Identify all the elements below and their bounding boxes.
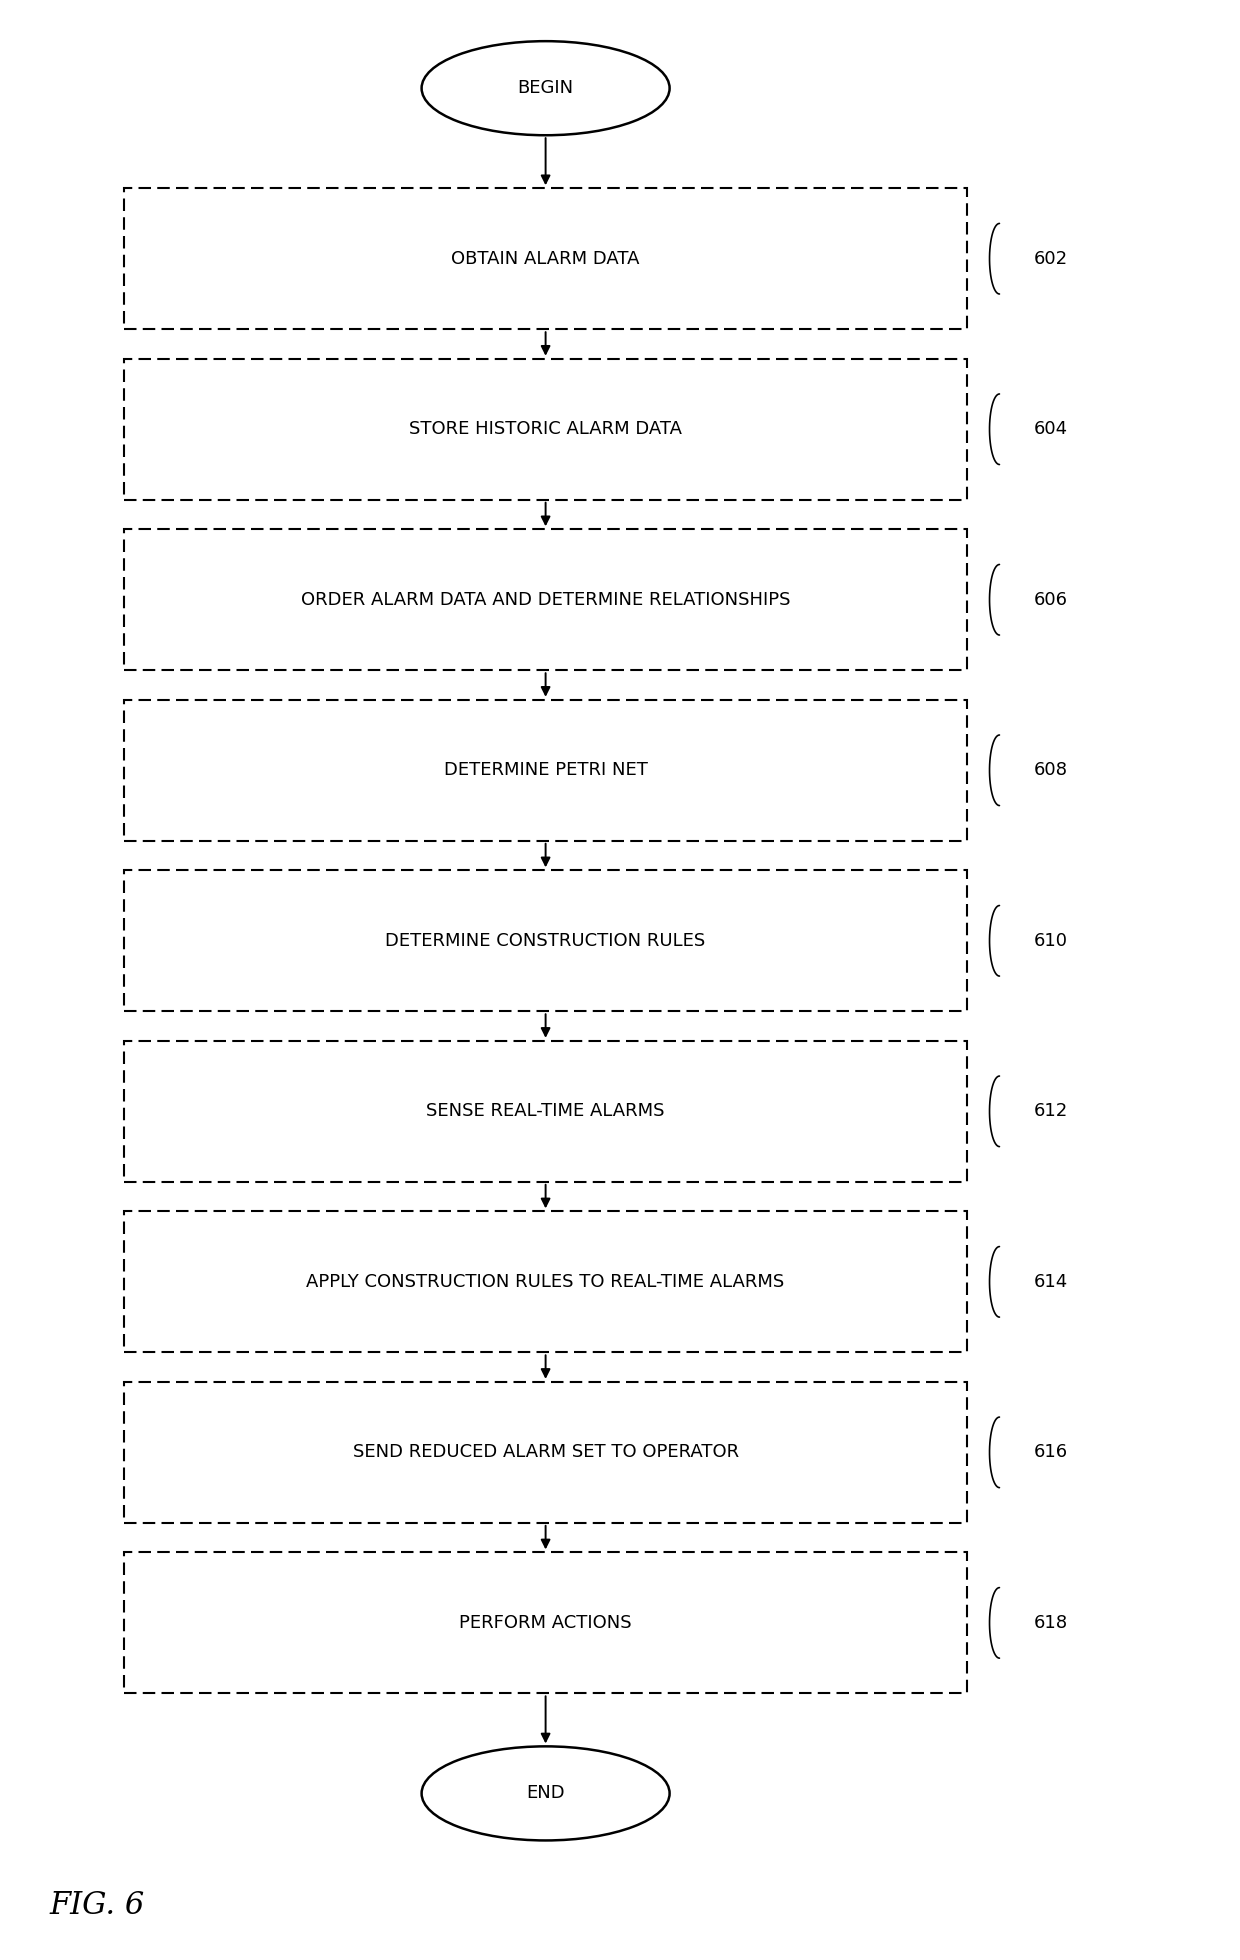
Text: DETERMINE CONSTRUCTION RULES: DETERMINE CONSTRUCTION RULES: [386, 931, 706, 951]
Text: OBTAIN ALARM DATA: OBTAIN ALARM DATA: [451, 249, 640, 269]
FancyBboxPatch shape: [124, 529, 967, 670]
Text: 602: 602: [1034, 249, 1069, 269]
FancyBboxPatch shape: [124, 1382, 967, 1523]
FancyBboxPatch shape: [124, 870, 967, 1011]
Ellipse shape: [422, 1746, 670, 1840]
Text: 606: 606: [1034, 590, 1068, 610]
Text: ORDER ALARM DATA AND DETERMINE RELATIONSHIPS: ORDER ALARM DATA AND DETERMINE RELATIONS…: [301, 590, 790, 610]
Text: FIG. 6: FIG. 6: [50, 1889, 145, 1921]
Text: END: END: [526, 1784, 565, 1803]
Text: 604: 604: [1034, 419, 1069, 439]
Text: 610: 610: [1034, 931, 1068, 951]
Text: PERFORM ACTIONS: PERFORM ACTIONS: [459, 1613, 632, 1633]
Text: 608: 608: [1034, 760, 1068, 780]
Text: STORE HISTORIC ALARM DATA: STORE HISTORIC ALARM DATA: [409, 419, 682, 439]
Text: 618: 618: [1034, 1613, 1069, 1633]
FancyBboxPatch shape: [124, 1211, 967, 1352]
Text: SEND REDUCED ALARM SET TO OPERATOR: SEND REDUCED ALARM SET TO OPERATOR: [352, 1443, 739, 1462]
FancyBboxPatch shape: [124, 1552, 967, 1693]
Text: BEGIN: BEGIN: [517, 78, 574, 98]
Text: 612: 612: [1034, 1102, 1069, 1121]
FancyBboxPatch shape: [124, 359, 967, 500]
Text: SENSE REAL-TIME ALARMS: SENSE REAL-TIME ALARMS: [427, 1102, 665, 1121]
Text: DETERMINE PETRI NET: DETERMINE PETRI NET: [444, 760, 647, 780]
Text: 616: 616: [1034, 1443, 1069, 1462]
Text: APPLY CONSTRUCTION RULES TO REAL-TIME ALARMS: APPLY CONSTRUCTION RULES TO REAL-TIME AL…: [306, 1272, 785, 1292]
Text: 614: 614: [1034, 1272, 1069, 1292]
FancyBboxPatch shape: [124, 700, 967, 841]
Ellipse shape: [422, 41, 670, 135]
FancyBboxPatch shape: [124, 1041, 967, 1182]
FancyBboxPatch shape: [124, 188, 967, 329]
